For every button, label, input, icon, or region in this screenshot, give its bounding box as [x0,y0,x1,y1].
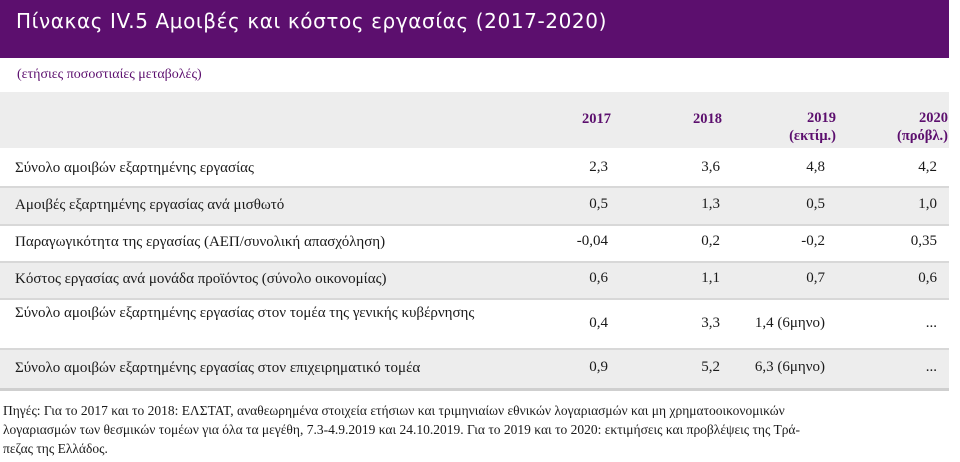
value-2020: 0,6 [918,270,937,286]
table-row: Κόστος εργασίας ανά μονάδα προϊόντος (σύ… [0,263,949,298]
row-divider [0,224,949,226]
value-2017: 0,5 [589,196,608,212]
table-row: Αμοιβές εξαρτημένης εργασίας ανά μισθωτό… [0,188,949,224]
row-divider [0,298,949,300]
value-2020: 0,35 [910,233,937,249]
value-2019: 4,8 [806,159,825,175]
row-label: Σύνολο αμοιβών εξαρτημένης εργασίας στον… [15,360,421,376]
row-divider [0,348,949,350]
value-2018: 0,2 [701,233,720,249]
column-header-2020: 2020 (πρόβλ.) [897,110,948,144]
row-label: Αμοιβές εξαρτημένης εργασίας ανά μισθωτό [15,197,285,213]
value-2020: ... [925,315,937,331]
column-header-2018: 2018 [693,111,722,127]
value-2017: 0,6 [589,270,608,286]
value-2019: 0,7 [806,270,825,286]
value-2018: 1,1 [701,270,720,286]
column-header-2017: 2017 [582,111,611,127]
value-2019: 6,3 (6μηνο) [754,359,825,375]
table-row: Σύνολο αμοιβών εξαρτημένης εργασίας 2,3 … [0,150,949,186]
value-2017: -0,04 [576,233,608,249]
footnote-line: πεζας της Ελλάδος. [3,441,108,456]
value-2018: 3,6 [701,159,720,175]
table-subtitle: (ετήσιες ποσοστιαίες μεταβολές) [17,67,202,82]
table-title: Πίνακας IV.5 Αμοιβές και κόστος εργασίας… [16,9,607,33]
value-2017: 0,4 [589,315,608,331]
column-header-2019: 2019 (εκτίμ.) [789,110,836,144]
row-label: Σύνολο αμοιβών εξαρτημένης εργασίας στον… [15,305,475,321]
value-2017: 2,3 [589,159,608,175]
table-title-bar: Πίνακας IV.5 Αμοιβές και κόστος εργασίας… [0,0,949,58]
value-2019: 1,4 (6μηνο) [754,315,825,331]
value-2020: 4,2 [918,159,937,175]
table-bottom-rule [0,388,949,391]
footnote-line: λογαριασμών των θεσμικών τομέων για όλα … [3,422,801,437]
table-header [0,92,949,148]
row-label: Παραγωγικότητα της εργασίας (ΑΕΠ/συνολικ… [15,234,386,250]
value-2018: 5,2 [701,359,720,375]
value-2019: -0,2 [801,233,825,249]
value-2018: 1,3 [701,196,720,212]
row-label: Σύνολο αμοιβών εξαρτημένης εργασίας [15,160,254,176]
table-row: Σύνολο αμοιβών εξαρτημένης εργασίας στον… [0,300,949,348]
row-divider [0,261,949,263]
source-footnote: Πηγές: Για το 2017 και το 2018: ΕΛΣΤΑΤ, … [3,401,949,458]
row-label: Κόστος εργασίας ανά μονάδα προϊόντος (σύ… [15,271,387,287]
table-row: Παραγωγικότητα της εργασίας (ΑΕΠ/συνολικ… [0,226,949,261]
value-2020: 1,0 [918,196,937,212]
value-2017: 0,9 [589,359,608,375]
value-2019: 0,5 [806,196,825,212]
value-2020: ... [925,359,937,375]
value-2018: 3,3 [701,315,720,331]
table-row: Σύνολο αμοιβών εξαρτημένης εργασίας στον… [0,350,949,388]
footnote-line: Πηγές: Για το 2017 και το 2018: ΕΛΣΤΑΤ, … [3,403,785,418]
row-divider [0,186,949,188]
